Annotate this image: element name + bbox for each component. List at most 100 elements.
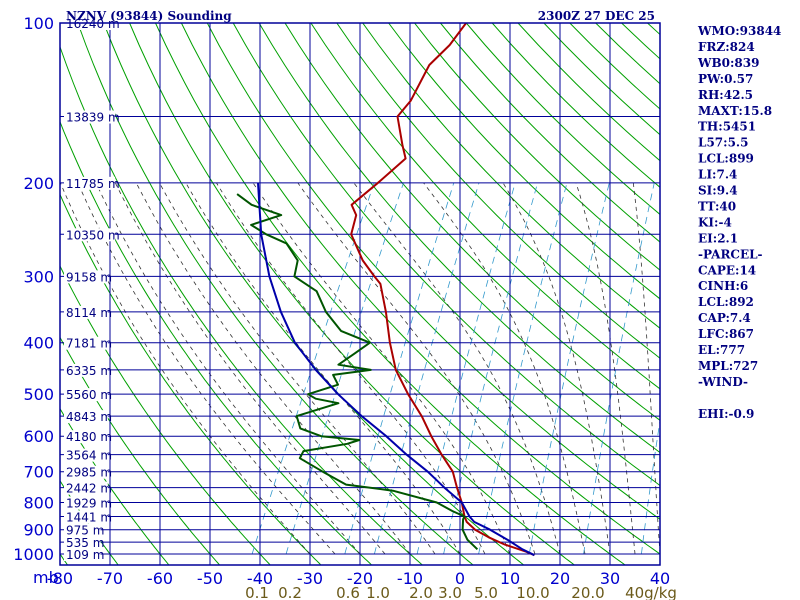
moist-adiabat-line xyxy=(216,182,486,555)
index-item: EL:777 xyxy=(698,343,745,357)
profile-lines xyxy=(236,23,535,557)
height-label-bg xyxy=(64,336,108,350)
chart-title-right: 2300Z 27 DEC 25 xyxy=(538,9,655,23)
height-label-bg xyxy=(64,363,108,377)
height-label: 9158 m xyxy=(66,270,112,284)
mixing-ratio-tick-label: 5.0 xyxy=(474,584,498,600)
mixing-ratio-tick-label: 2.0 xyxy=(409,584,433,600)
index-item: LI:7.4 xyxy=(698,168,737,182)
height-label: 4843 m xyxy=(66,410,112,424)
mixing-ratio-tick-label: 3.0 xyxy=(438,584,462,600)
temperature-tick-label: 30 xyxy=(600,569,620,588)
height-label-bg xyxy=(64,388,108,402)
height-label: 4180 m xyxy=(66,430,112,444)
moist-adiabat-line xyxy=(502,182,611,555)
dry-adiabat-line xyxy=(748,0,800,565)
height-label: 7181 m xyxy=(66,337,112,351)
mixing-ratio-tick-labels: 0.1 0.2 0.6 1.0 2.0 3.0 5.0 10.0 20.0 40g/kg xyxy=(245,584,677,600)
temperature-tick-label: -80 xyxy=(47,569,73,588)
height-label-bg xyxy=(64,448,108,462)
height-label: 16240 m xyxy=(66,17,120,31)
height-label: 10350 m xyxy=(66,228,120,242)
moist-adiabat-line xyxy=(159,182,436,555)
index-item: -PARCEL- xyxy=(698,247,763,261)
pressure-tick-label: 700 xyxy=(23,463,54,482)
mixing-ratio-tick-label: 10.0 xyxy=(516,584,549,600)
height-label-bg xyxy=(64,465,108,479)
height-label-bg xyxy=(64,430,108,444)
pressure-tick-label: 800 xyxy=(23,494,54,513)
index-item: L57:5.5 xyxy=(698,136,748,150)
index-item: LCL:892 xyxy=(698,295,754,309)
dry-adiabat-line xyxy=(0,0,17,565)
index-item: WMO:93844 xyxy=(697,24,781,38)
height-label-bg xyxy=(64,496,108,510)
height-label: 5560 m xyxy=(66,388,112,402)
temperature-tick-label: -70 xyxy=(97,569,123,588)
index-item: CAP:7.4 xyxy=(698,311,751,325)
pressure-tick-label: 900 xyxy=(23,521,54,540)
pressure-tick-label: 300 xyxy=(23,267,54,286)
plot-border xyxy=(59,22,661,566)
index-item: MAXT:15.8 xyxy=(698,104,772,118)
index-item: LCL:899 xyxy=(698,152,754,166)
index-item: KI:-4 xyxy=(698,215,732,229)
mixing-ratio-tick-label: 0.1 xyxy=(245,584,269,600)
parcel-line xyxy=(257,182,535,557)
index-item: MPL:727 xyxy=(698,359,758,373)
index-item: SI:9.4 xyxy=(698,184,738,198)
index-item: CINH:6 xyxy=(698,279,748,293)
index-item: TT:40 xyxy=(698,199,736,213)
index-item: EI:2.1 xyxy=(698,231,738,245)
temperature-tick-label: 20 xyxy=(550,569,570,588)
pressure-tick-label: 500 xyxy=(23,385,54,404)
height-label: 11785 m xyxy=(66,177,120,191)
index-item: EHI:-0.9 xyxy=(698,407,754,421)
grid-lines xyxy=(60,23,660,565)
height-label-bg xyxy=(64,548,101,561)
mixing-ratio-tick-label: 40g/kg xyxy=(625,584,677,600)
height-label-bg xyxy=(64,228,116,242)
temperature-line xyxy=(350,23,535,557)
index-item: TH:5451 xyxy=(698,120,756,134)
pressure-tick-label: 1000 xyxy=(13,545,54,564)
index-item: -WIND- xyxy=(698,375,748,389)
height-label: 1929 m xyxy=(66,497,112,511)
temperature-tick-label: -10 xyxy=(397,569,423,588)
temperature-tick-label: 10 xyxy=(500,569,520,588)
height-label: 109 m xyxy=(66,548,104,562)
height-label: 975 m xyxy=(66,524,104,538)
index-item: FRZ:824 xyxy=(698,40,755,54)
pressure-tick-labels: 100 200 300 400 500 600 700 800 900 1000 xyxy=(13,14,54,564)
temperature-tick-label: -30 xyxy=(297,569,323,588)
height-label: 6335 m xyxy=(66,364,112,378)
temperature-tick-labels: -80 -70 -60 -50 -40 -30 -20 -10 0 10 20 30 40 xyxy=(47,569,670,588)
mixing-ratio-tick-label: 0.2 xyxy=(278,584,302,600)
height-label: 8114 m xyxy=(66,306,112,320)
pressure-tick-label: 600 xyxy=(23,427,54,446)
height-label: 2985 m xyxy=(66,466,112,480)
temperature-tick-label: 0 xyxy=(455,569,465,588)
height-label-bg xyxy=(64,510,108,524)
mixing-ratio-tick-label: 1.0 xyxy=(366,584,390,600)
chart-title-left: NZNV (93844) Sounding xyxy=(66,9,232,23)
dewpoint-line xyxy=(236,193,479,551)
height-label-bg xyxy=(64,410,108,424)
height-label-bg xyxy=(64,176,116,190)
height-label: 535 m xyxy=(66,536,104,550)
mixing-ratio-line xyxy=(583,182,655,555)
pressure-tick-label: 400 xyxy=(23,334,54,353)
temperature-tick-label: 40 xyxy=(650,569,670,588)
index-item: PW:0.57 xyxy=(698,72,753,86)
moist-adiabat-line xyxy=(632,182,660,555)
temperature-tick-label: -60 xyxy=(147,569,173,588)
index-item: LFC:867 xyxy=(698,327,754,341)
index-item: WB0:839 xyxy=(697,56,759,70)
dry-adiabat-line xyxy=(60,336,221,565)
height-label: 13839 m xyxy=(66,111,120,125)
temperature-tick-label: -40 xyxy=(247,569,273,588)
height-label-bg xyxy=(64,110,116,124)
dry-adiabat-line xyxy=(60,407,170,565)
mixing-ratio-tick-label: 20.0 xyxy=(571,584,604,600)
dry-adiabat-line xyxy=(60,264,271,565)
